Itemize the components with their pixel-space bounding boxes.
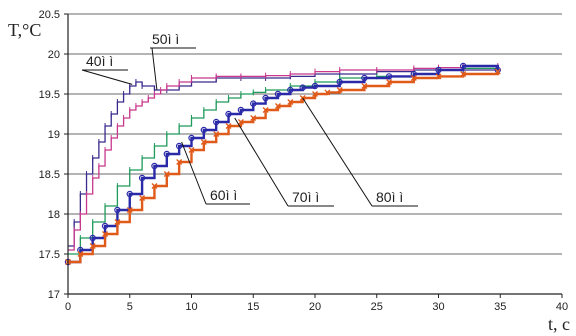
data-point [114, 219, 121, 225]
tick-labels: 17 17.5 18 18.5 19 19.5 20 20.5 0 5 10 15 20 25 30 35 40 [39, 9, 569, 313]
series-5 [65, 68, 501, 265]
annotation-label: 50ì ì [152, 31, 179, 47]
y-tick-label: 19.5 [39, 89, 60, 101]
data-point [102, 231, 109, 237]
data-point [385, 73, 393, 80]
x-tick-label: 5 [127, 301, 133, 313]
data-point [435, 73, 442, 80]
data-point [435, 66, 442, 74]
annotation-leader [81, 69, 133, 85]
data-point [126, 207, 133, 213]
data-point [287, 86, 294, 94]
data-point [114, 206, 121, 214]
annotation-leader [181, 141, 207, 205]
data-point [494, 68, 501, 75]
y-tick-label: 17 [48, 289, 60, 301]
y-tick-label: 17.5 [39, 249, 60, 261]
data-point [139, 195, 146, 201]
x-tick-label: 30 [432, 301, 444, 313]
annotations: 40ì ì 50ì ì 60ì ì 70ì ì 80ì ì [81, 31, 418, 207]
data-point [237, 119, 244, 125]
y-axis-label: T,°C [8, 20, 41, 40]
data-point [312, 91, 318, 97]
data-point [163, 171, 170, 177]
annotation-a50: 50ì ì [150, 31, 196, 91]
data-point [250, 115, 257, 121]
annotation-label: 40ì ì [86, 53, 113, 69]
data-point [89, 234, 96, 242]
y-tick-label: 18.5 [39, 169, 60, 181]
data-point [287, 99, 294, 105]
data-point [200, 126, 208, 134]
annotation-label: 60ì ì [210, 187, 237, 203]
data-point [200, 139, 207, 145]
data-point [225, 110, 232, 118]
data-point [212, 118, 220, 126]
data-point [237, 106, 245, 114]
series-2 [67, 63, 499, 253]
annotation-leader [151, 47, 158, 91]
annotation-leader [302, 97, 373, 207]
x-tick-label: 35 [494, 301, 506, 313]
data-point [410, 70, 417, 78]
annotation-a80: 80ì ì [302, 97, 418, 207]
data-point [213, 131, 220, 137]
annotation-a40: 40ì ì [81, 53, 133, 85]
y-tick-label: 19 [48, 129, 60, 141]
x-tick-label: 40 [556, 301, 568, 313]
data-point [175, 142, 183, 150]
annotation-label: 70ì ì [292, 189, 319, 205]
data-point [151, 162, 158, 170]
grid-lines [68, 13, 562, 255]
annotation-a60: 60ì ì [181, 141, 250, 205]
data-point [126, 190, 133, 198]
data-point [410, 75, 417, 81]
x-tick-label: 10 [185, 301, 197, 313]
x-axis-label: t, c [548, 314, 570, 334]
data-point [250, 100, 257, 107]
data-point [176, 159, 183, 165]
x-tick-label: 20 [309, 301, 321, 313]
data-point [101, 222, 109, 230]
annotation-a70: 70ì ì [234, 117, 334, 207]
data-point [460, 62, 467, 70]
data-point [336, 78, 343, 86]
data-point [361, 83, 368, 89]
data-point [386, 79, 393, 85]
x-tick-label: 25 [371, 301, 383, 313]
series-layer [64, 62, 501, 266]
y-tick-label: 20 [48, 49, 60, 61]
data-point [188, 147, 195, 153]
data-point [336, 87, 343, 93]
data-point [311, 82, 319, 90]
x-tick-label: 15 [247, 301, 259, 313]
data-point [225, 123, 232, 129]
annotation-label: 80ì ì [376, 189, 403, 205]
data-point [77, 246, 84, 254]
y-tick-label: 18 [48, 209, 60, 221]
series-line [68, 67, 498, 255]
data-point [138, 174, 146, 182]
data-point [324, 89, 331, 96]
x-tick-label: 0 [65, 301, 71, 313]
data-point [89, 243, 96, 249]
data-point [188, 134, 195, 142]
data-point [77, 251, 84, 257]
data-point [460, 71, 467, 77]
data-point [299, 84, 306, 91]
data-point [262, 94, 269, 102]
y-tick-label: 20.5 [39, 9, 60, 21]
data-point [274, 103, 281, 109]
data-point [361, 74, 368, 82]
data-point [151, 183, 158, 189]
axes [64, 13, 563, 298]
data-point [274, 90, 282, 98]
annotation-leader [234, 117, 289, 207]
data-point [262, 107, 269, 113]
data-point [163, 150, 170, 158]
series-line [68, 64, 499, 264]
series-line [68, 71, 499, 264]
